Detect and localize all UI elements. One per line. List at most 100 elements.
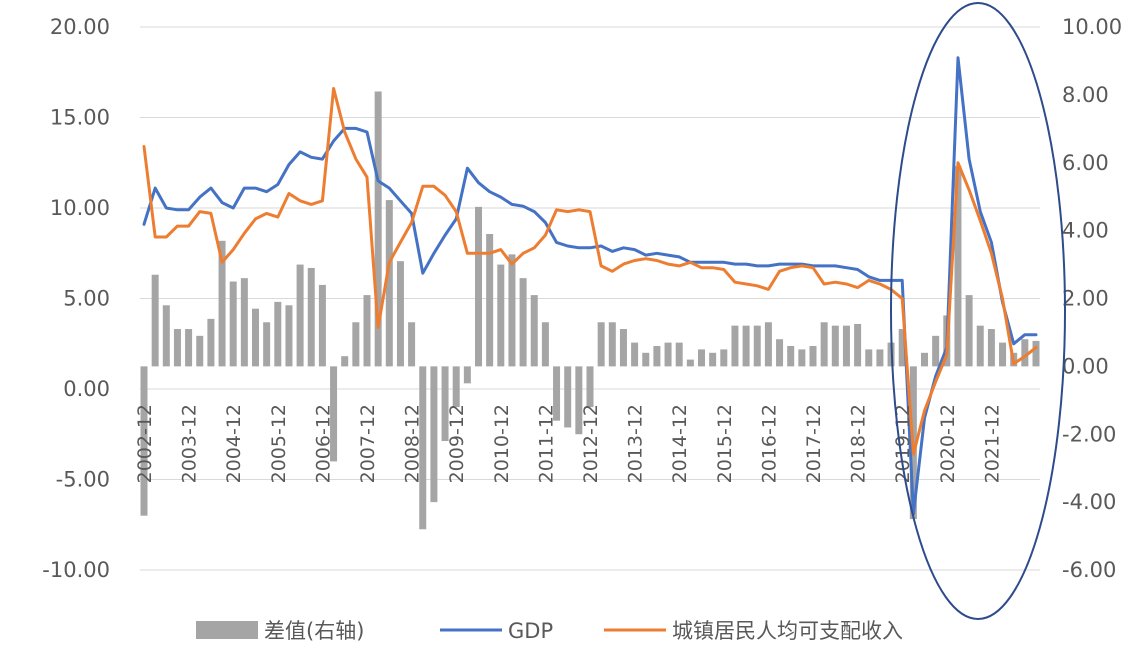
bar-diff (486, 234, 494, 367)
bar-diff (664, 342, 672, 367)
right-axis-ticks: 10.00 8.00 6.00 4.00 2.00 0.00 -2.00 -4.00 -6.00 (1062, 15, 1122, 582)
bar-diff (396, 261, 404, 367)
bar-diff (586, 366, 594, 408)
bar-diff (698, 349, 705, 367)
legend-label: GDP (508, 619, 553, 643)
right-tick-label: 2.00 (1062, 287, 1109, 311)
bar-diff (185, 329, 193, 367)
bar-diff (898, 329, 906, 367)
bar-diff (229, 281, 237, 367)
x-tick-label: 2012-12 (580, 404, 602, 483)
bar-diff (240, 278, 248, 367)
bar-diff (854, 323, 862, 367)
left-tick-label: 0.00 (63, 377, 110, 401)
bar-diff (352, 322, 360, 367)
bar-diff (196, 335, 204, 367)
bar-diff (162, 305, 170, 367)
bar-diff (430, 366, 438, 503)
x-tick-label: 2015-12 (714, 404, 736, 483)
x-tick-label: 2020-12 (937, 404, 959, 483)
bar-diff (564, 366, 572, 428)
bar-diff (385, 200, 393, 367)
bar-diff (307, 267, 315, 367)
bar-diff (296, 264, 304, 367)
bar-diff (363, 295, 371, 367)
bar-diff (776, 339, 784, 367)
bar-diff (140, 366, 148, 516)
bar-diff (865, 349, 873, 367)
bar-diff (686, 359, 694, 367)
bar-diff (820, 322, 828, 367)
bar-diff (787, 346, 795, 367)
bar-diff (497, 264, 505, 367)
bar-diff (452, 366, 460, 408)
bar-diff (675, 342, 683, 367)
bar-diff (965, 295, 973, 367)
bar-diff (1021, 339, 1029, 367)
bar-diff (954, 166, 962, 367)
line-urban-income (142, 87, 1038, 456)
bar-diff (553, 366, 561, 421)
bar-diff (921, 352, 928, 367)
bar-diff (653, 346, 661, 367)
x-tick-label: 2007-12 (357, 404, 379, 483)
x-tick-label: 2011-12 (535, 404, 557, 483)
left-tick-label: 5.00 (63, 287, 110, 311)
x-tick-label: 2005-12 (268, 404, 290, 483)
bar-diff (831, 325, 839, 367)
x-axis-ticks: 2002-12 2003-12 2004-12 2005-12 2006-12 2007-… (134, 404, 1003, 483)
bar-diff (508, 254, 516, 367)
gridlines (140, 26, 1040, 571)
legend-label: 差值(右轴) (264, 619, 364, 643)
bar-diff (932, 335, 940, 367)
bar-diff (842, 325, 850, 367)
x-tick-label: 2002-12 (134, 404, 156, 483)
x-tick-label: 2010-12 (491, 404, 513, 483)
x-tick-label: 2017-12 (803, 404, 825, 483)
left-tick-label: -10.00 (42, 558, 110, 582)
right-tick-label: -4.00 (1062, 490, 1116, 514)
legend: 差值(右轴) GDP 城镇居民人均可支配收入 (196, 619, 903, 643)
bar-diff (631, 342, 639, 367)
x-tick-label: 2009-12 (446, 404, 468, 483)
bar-diff (809, 346, 817, 367)
bar-diff (876, 349, 884, 367)
bar-diff (753, 325, 761, 367)
bar-diff (151, 274, 159, 367)
bar-diff (597, 322, 605, 367)
left-tick-label: 10.00 (50, 196, 110, 220)
x-tick-label: 2014-12 (669, 404, 691, 483)
bar-diff (374, 91, 382, 367)
bar-diff (798, 349, 806, 367)
x-tick-label: 2003-12 (179, 404, 201, 483)
bar-diff (530, 295, 538, 367)
bar-diff (218, 240, 226, 367)
x-tick-label: 2018-12 (848, 404, 870, 483)
bar-diff (252, 308, 259, 367)
x-tick-label: 2004-12 (223, 404, 245, 483)
legend-swatch-bar (196, 621, 258, 639)
bar-diff (764, 322, 772, 367)
x-tick-label: 2013-12 (625, 404, 647, 483)
right-tick-label: 8.00 (1062, 83, 1109, 107)
bar-diff (173, 329, 181, 367)
bar-diff (263, 322, 271, 367)
left-tick-label: 20.00 (50, 15, 110, 39)
highlight-ellipse (890, 2, 1066, 620)
x-tick-label: 2008-12 (402, 404, 424, 483)
bar-diff (441, 366, 449, 442)
x-tick-label: 2006-12 (312, 404, 334, 483)
bar-diff (408, 322, 416, 367)
right-tick-label: -6.00 (1062, 558, 1116, 582)
right-tick-label: 6.00 (1062, 151, 1109, 175)
legend-label: 城镇居民人均可支配收入 (672, 619, 903, 643)
bar-diff (274, 301, 282, 367)
bar-diff (318, 284, 326, 367)
bar-diff (608, 322, 616, 367)
bar-diff (519, 278, 527, 367)
bar-diff (475, 206, 482, 367)
bar-diff (575, 366, 583, 435)
bar-diff (207, 318, 215, 367)
line-gdp (142, 56, 1038, 516)
